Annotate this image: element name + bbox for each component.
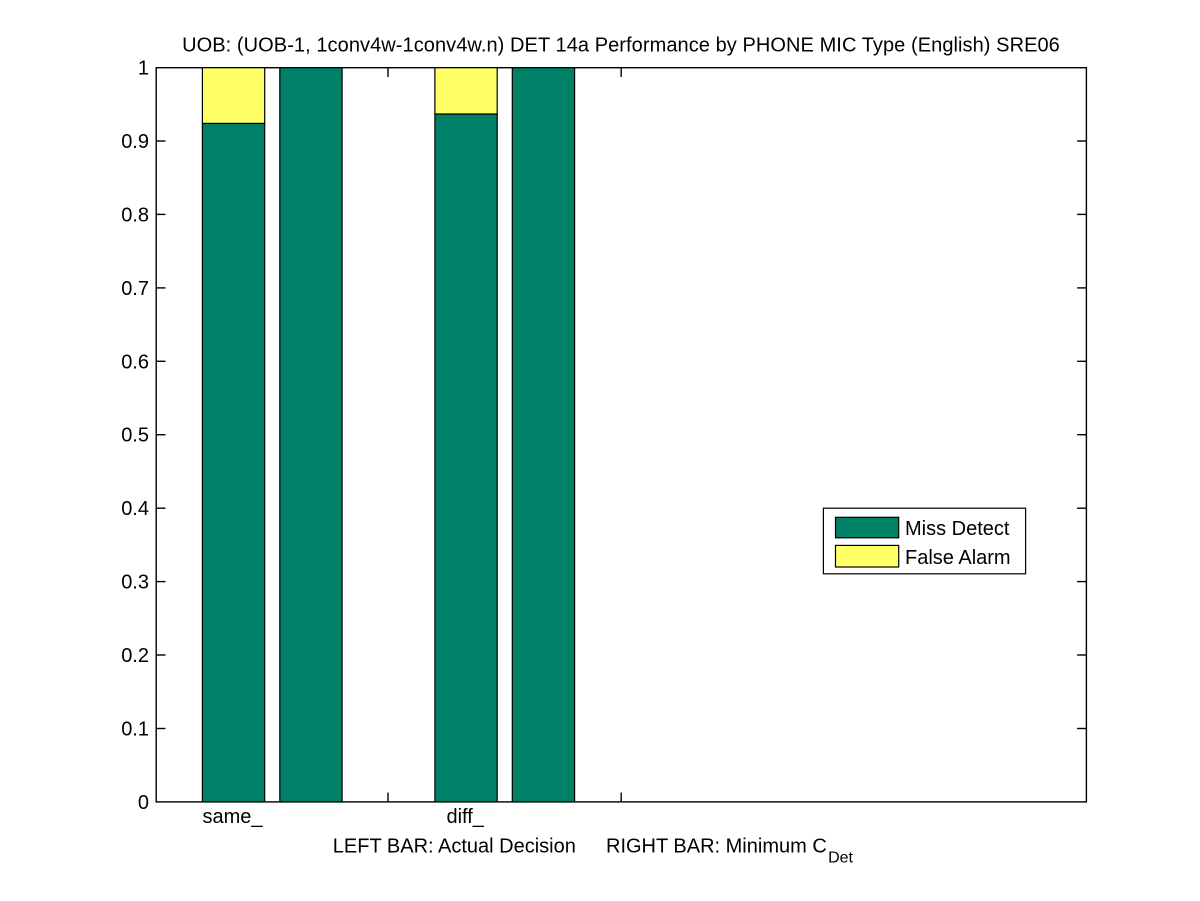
svg-text:1: 1 [138,58,149,80]
svg-text:UOB: (UOB-1, 1conv4w-1conv4w.n: UOB: (UOB-1, 1conv4w-1conv4w.n) DET 14a … [182,35,1060,57]
svg-text:diff_: diff_ [446,806,484,828]
svg-text:0: 0 [138,792,149,814]
svg-text:0.3: 0.3 [121,572,149,594]
svg-text:0.8: 0.8 [121,204,149,226]
svg-text:RIGHT BAR: Minimum C: RIGHT BAR: Minimum C [606,836,827,858]
svg-text:0.6: 0.6 [121,351,149,373]
svg-text:same_: same_ [202,806,263,828]
svg-text:0.2: 0.2 [121,645,149,667]
svg-text:LEFT BAR: Actual Decision: LEFT BAR: Actual Decision [333,836,576,858]
svg-text:0.7: 0.7 [121,278,149,300]
svg-text:0.4: 0.4 [121,498,149,520]
svg-text:0.9: 0.9 [121,131,149,153]
svg-text:Det: Det [828,850,853,867]
svg-text:0.5: 0.5 [121,425,149,447]
svg-text:Miss Detect: Miss Detect [905,518,1010,540]
svg-text:False Alarm: False Alarm [905,547,1011,569]
svg-text:0.1: 0.1 [121,719,149,741]
